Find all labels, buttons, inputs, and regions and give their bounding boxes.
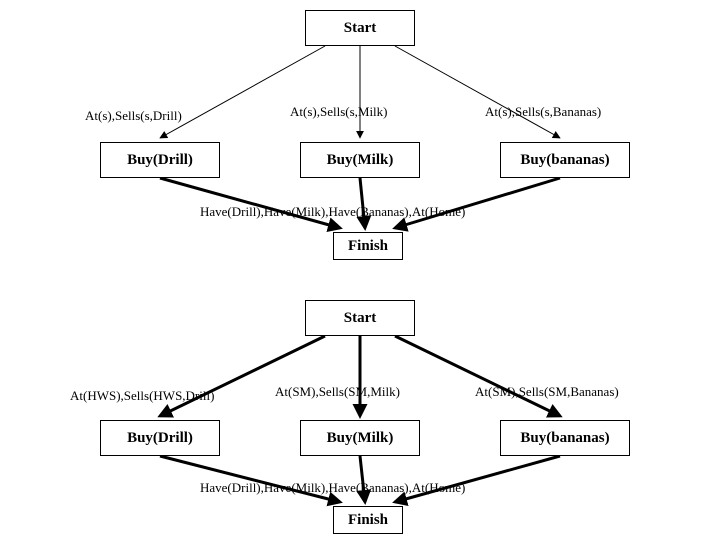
top-node-buy3-label: Buy(bananas) [520,152,609,169]
bottom-node-start: Start [305,300,415,336]
top-edge-4 [360,178,365,228]
top-node-buy2: Buy(Milk) [300,142,420,178]
bottom-node-buy2: Buy(Milk) [300,420,420,456]
edges-layer [0,0,720,540]
bottom-node-buy3-label: Buy(bananas) [520,430,609,447]
top-node-finish-label: Finish [348,238,388,255]
top-node-finish: Finish [333,232,403,260]
top-label-l4: Have(Drill),Have(Milk),Have(Bananas),At(… [200,204,465,220]
bottom-node-buy1: Buy(Drill) [100,420,220,456]
top-node-start: Start [305,10,415,46]
bottom-node-buy1-label: Buy(Drill) [127,430,193,447]
bottom-label-l3: At(SM),Sells(SM,Bananas) [475,384,619,400]
bottom-label-l2: At(SM),Sells(SM,Milk) [275,384,400,400]
top-node-buy2-label: Buy(Milk) [327,152,394,169]
bottom-node-buy3: Buy(bananas) [500,420,630,456]
top-node-start-label: Start [344,20,377,37]
bottom-edge-0 [160,336,325,416]
top-label-l2: At(s),Sells(s,Milk) [290,104,388,120]
bottom-label-l1: At(HWS),Sells(HWS,Drill) [70,388,214,404]
top-label-l3: At(s),Sells(s,Bananas) [485,104,601,120]
top-node-buy3: Buy(bananas) [500,142,630,178]
bottom-node-finish-label: Finish [348,512,388,529]
top-edge-0 [160,46,325,138]
bottom-label-l4: Have(Drill),Have(Milk),Have(Bananas),At(… [200,480,465,496]
top-edge-3 [160,178,340,228]
top-node-buy1: Buy(Drill) [100,142,220,178]
top-label-l1: At(s),Sells(s,Drill) [85,108,182,124]
bottom-edge-2 [395,336,560,416]
bottom-node-finish: Finish [333,506,403,534]
top-edge-5 [395,178,560,228]
top-edge-2 [395,46,560,138]
top-node-buy1-label: Buy(Drill) [127,152,193,169]
bottom-node-buy2-label: Buy(Milk) [327,430,394,447]
bottom-node-start-label: Start [344,310,377,327]
